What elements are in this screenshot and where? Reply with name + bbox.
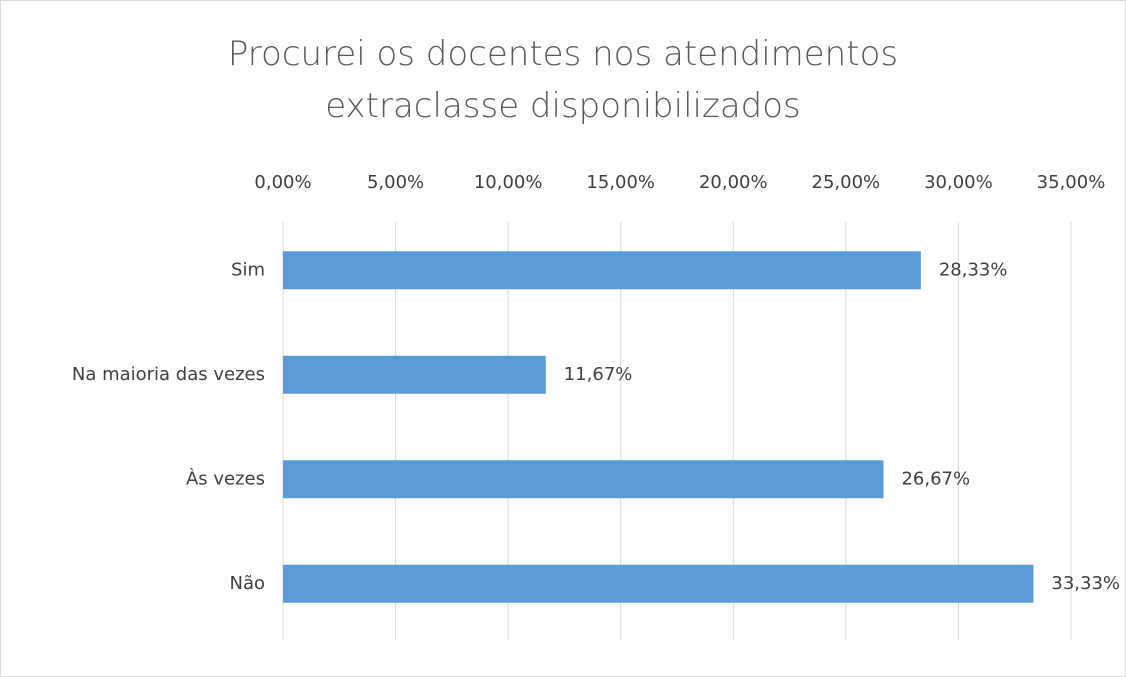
data-label: 28,33% [939, 259, 1008, 280]
x-tick-label: 5,00% [367, 172, 424, 193]
chart-title: Procurei os docentes nos atendimentos ex… [227, 34, 899, 126]
data-label: 26,67% [901, 468, 970, 489]
x-tick-label: 10,00% [474, 172, 543, 193]
data-label: 11,67% [564, 364, 633, 385]
y-tick-label: Não [229, 573, 265, 594]
bar [283, 355, 546, 394]
x-tick-label: 25,00% [812, 172, 881, 193]
x-tick-label: 15,00% [586, 172, 655, 193]
x-tick-label: 35,00% [1037, 172, 1106, 193]
y-tick-label: Sim [231, 259, 265, 280]
bar [283, 564, 1034, 603]
bar [283, 251, 921, 290]
y-tick-label: Às vezes [186, 467, 265, 489]
bar [283, 460, 884, 499]
data-label: 33,33% [1051, 573, 1120, 594]
x-tick-label: 20,00% [699, 172, 768, 193]
y-tick-label: Na maioria das vezes [72, 364, 265, 385]
x-tick-label: 30,00% [924, 172, 993, 193]
x-tick-label: 0,00% [254, 172, 311, 193]
